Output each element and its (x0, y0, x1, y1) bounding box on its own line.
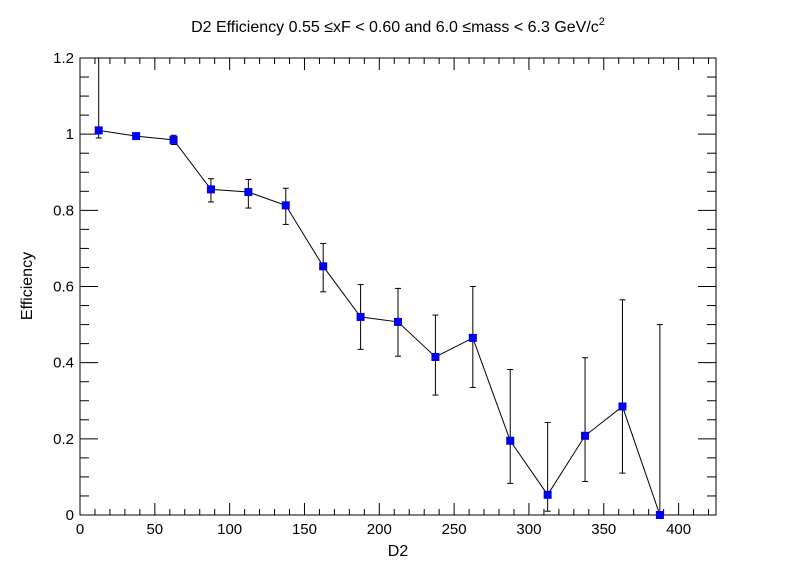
data-point (94, 126, 103, 135)
x-tick-label: 250 (442, 521, 467, 538)
y-tick-label: 0.4 (53, 355, 74, 372)
data-point (543, 490, 552, 499)
x-tick-label: 150 (292, 521, 317, 538)
data-point (581, 431, 590, 440)
chart-title: D2 Efficiency 0.55 ≤xF < 0.60 and 6.0 ≤m… (191, 16, 605, 36)
data-point (506, 436, 515, 445)
y-tick-label: 0.6 (53, 279, 74, 296)
x-axis-title: D2 (388, 543, 409, 560)
series-line (98, 129, 661, 516)
data-point (618, 402, 627, 411)
y-tick-label: 0.2 (53, 431, 74, 448)
data-point (394, 317, 402, 326)
y-tick-label: 1.2 (53, 50, 74, 67)
data-point (356, 312, 365, 321)
x-tick-label: 300 (516, 521, 541, 538)
data-point (206, 185, 215, 194)
y-tick-label: 0.8 (53, 202, 74, 219)
data-point (169, 135, 178, 144)
x-tick-label: 0 (76, 521, 84, 538)
x-tick-label: 350 (591, 521, 616, 538)
data-point (468, 333, 477, 342)
x-tick-label: 400 (666, 521, 691, 538)
y-tick-label: 1 (66, 126, 74, 143)
data-point (132, 132, 141, 141)
x-tick-label: 200 (367, 521, 392, 538)
data-point (319, 262, 328, 271)
y-axis-title: Efficiency (19, 252, 36, 320)
x-tick-label: 50 (146, 521, 163, 538)
x-tick-label: 100 (217, 521, 242, 538)
data-layer (94, 58, 664, 519)
y-tick-label: 0 (66, 507, 74, 524)
data-point (431, 352, 440, 361)
data-point (281, 201, 290, 210)
data-point (244, 188, 253, 197)
chart-title-superscript: 2 (599, 16, 605, 28)
plot-frame (79, 57, 717, 516)
ticks-layer: 0 50 100 150 200 250 300 350 400 0 0.2 0.4 0.6 0.8 1 1.… (53, 50, 716, 538)
data-point (655, 511, 664, 519)
